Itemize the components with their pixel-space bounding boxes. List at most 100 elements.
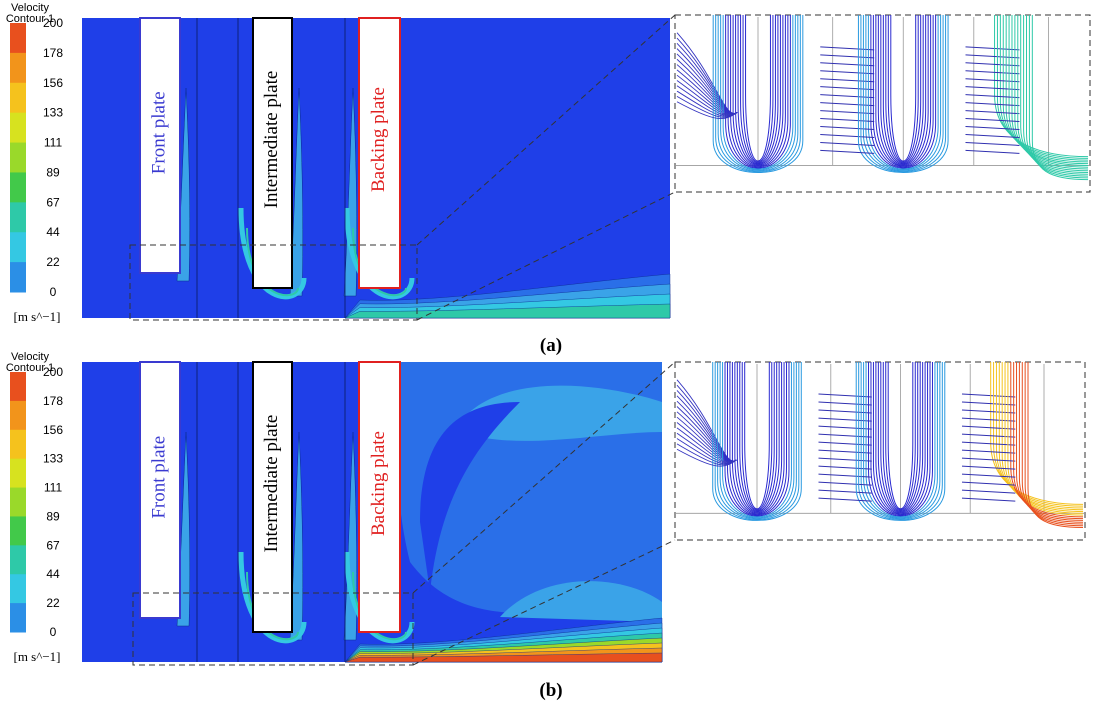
streamline: [820, 86, 875, 91]
plume: [289, 87, 304, 297]
caption: (a): [540, 335, 562, 356]
colorbar-label: 89: [46, 165, 60, 179]
streamline: [965, 86, 1020, 91]
streamline: [730, 15, 786, 167]
streamline: [735, 15, 781, 166]
colorbar-band: [10, 400, 26, 431]
streamline: [961, 481, 1016, 486]
streamline: [820, 126, 875, 131]
streamline: [712, 15, 804, 174]
streamline: [742, 15, 774, 163]
colorbar-label: 200: [43, 365, 63, 379]
colorbar-label: 133: [43, 106, 63, 120]
plate: [139, 361, 181, 619]
streamline: [1026, 15, 1089, 177]
colorbar-band: [10, 487, 26, 517]
streamline: [820, 94, 875, 99]
u-contour: [238, 551, 307, 644]
streamline: [860, 15, 947, 173]
streamline: [862, 15, 944, 172]
streamline: [734, 362, 780, 513]
streamline: [965, 141, 1020, 146]
streamline: [877, 15, 929, 166]
streamline: [870, 15, 937, 169]
streamline: [818, 433, 872, 438]
streamline: [1028, 15, 1089, 179]
streamline: [887, 362, 914, 510]
streamline: [858, 362, 943, 521]
streamline: [820, 70, 875, 75]
streamline: [820, 141, 875, 146]
streamline: [820, 149, 875, 154]
streamline: [868, 362, 933, 517]
colorbar-label: 178: [43, 46, 63, 60]
legend-unit: [m s^−1]: [13, 649, 60, 664]
streamline: [961, 417, 1016, 422]
streamline: [872, 15, 934, 168]
streamline: [818, 425, 872, 430]
streamline: [965, 118, 1020, 123]
contour-region: [500, 581, 662, 622]
streamline: [875, 362, 926, 514]
colorbar-band: [10, 142, 26, 173]
streamline: [870, 362, 931, 516]
streamline: [676, 101, 738, 120]
streamline: [857, 15, 949, 174]
streamline: [961, 425, 1016, 430]
streamline: [965, 94, 1020, 99]
streamline: [865, 15, 942, 171]
u-contour: [344, 551, 415, 644]
streamline: [995, 362, 1084, 509]
streamline: [965, 133, 1020, 138]
streamline: [820, 102, 875, 107]
streamline: [820, 62, 875, 67]
streamline: [882, 362, 919, 511]
colorbar-band: [10, 574, 26, 604]
streamline: [725, 15, 791, 169]
plate: [252, 17, 293, 289]
streamline: [818, 497, 872, 502]
streamline: [717, 15, 799, 172]
streamline: [820, 46, 875, 51]
streamline: [961, 433, 1016, 438]
callout-box: [132, 592, 414, 666]
u-contour: [246, 571, 299, 641]
legend-title: Velocity: [11, 351, 49, 363]
plate: [358, 17, 401, 289]
streamline: [820, 78, 875, 83]
streamline: [860, 362, 941, 520]
colorbar-band: [10, 262, 26, 293]
streamline: [961, 457, 1016, 462]
legend-subtitle: Contour 1: [6, 13, 54, 25]
colorbar-label: 0: [50, 285, 57, 299]
streamline: [745, 15, 771, 162]
callout-line: [412, 539, 676, 666]
callout-line: [416, 14, 676, 246]
streamline: [877, 362, 924, 513]
streamline: [720, 15, 796, 171]
streamline: [818, 393, 872, 398]
streamline: [818, 457, 872, 462]
streamline: [676, 448, 737, 467]
colorbar-band: [10, 202, 26, 233]
colorbar-label: 0: [50, 625, 57, 639]
plume: [289, 431, 304, 641]
caption: (b): [539, 680, 562, 701]
colorbar-band: [10, 603, 26, 633]
streamline: [961, 401, 1016, 406]
contour-region: [420, 402, 520, 592]
streamline: [965, 110, 1020, 115]
streamline: [820, 118, 875, 123]
jet-contour: [344, 303, 671, 319]
colorbar-band: [10, 52, 26, 84]
colorbar-band: [10, 545, 26, 575]
plate-label: Front plate: [148, 91, 169, 174]
streamline: [818, 417, 872, 422]
colorbar-label: 44: [46, 225, 60, 239]
plate: [252, 361, 293, 633]
streamline: [818, 401, 872, 406]
streamline: [818, 441, 872, 446]
u-contour: [238, 207, 307, 300]
streamline: [965, 126, 1020, 131]
streamline: [717, 362, 797, 520]
